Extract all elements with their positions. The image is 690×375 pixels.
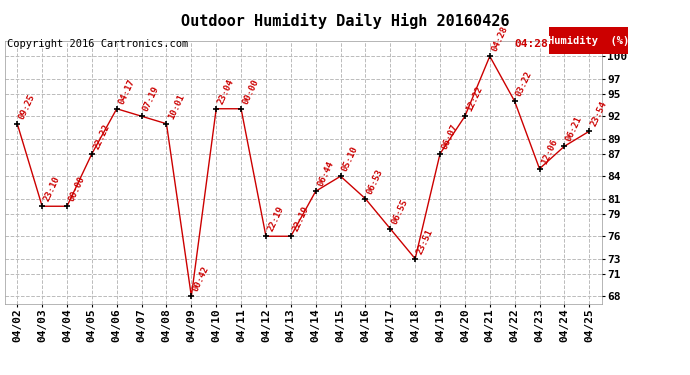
Text: 12:22: 12:22 — [465, 85, 484, 113]
Text: 03:22: 03:22 — [515, 70, 534, 98]
Text: 04:28: 04:28 — [490, 25, 509, 53]
Text: 00:42: 00:42 — [191, 265, 211, 293]
Text: 06:44: 06:44 — [316, 160, 335, 188]
Text: 22:22: 22:22 — [92, 123, 111, 151]
Text: 23:54: 23:54 — [589, 100, 609, 128]
Text: Outdoor Humidity Daily High 20160426: Outdoor Humidity Daily High 20160426 — [181, 13, 509, 29]
Text: 00:00: 00:00 — [67, 175, 86, 203]
Text: Humidity  (%): Humidity (%) — [548, 36, 629, 46]
Text: 09:25: 09:25 — [17, 93, 37, 121]
Text: 10:01: 10:01 — [166, 93, 186, 121]
Text: Copyright 2016 Cartronics.com: Copyright 2016 Cartronics.com — [7, 39, 188, 50]
Text: 06:07: 06:07 — [440, 123, 460, 151]
Text: 05:10: 05:10 — [341, 145, 360, 173]
Text: 06:53: 06:53 — [366, 168, 385, 196]
Text: 06:55: 06:55 — [391, 198, 410, 226]
Text: 22:19: 22:19 — [290, 205, 310, 233]
Text: 22:19: 22:19 — [266, 205, 286, 233]
Text: 23:10: 23:10 — [42, 175, 61, 203]
Text: 12:06: 12:06 — [540, 138, 559, 166]
Text: 23:51: 23:51 — [415, 228, 435, 256]
Text: 04:17: 04:17 — [117, 78, 136, 106]
Text: 00:00: 00:00 — [241, 78, 261, 106]
Text: 23:04: 23:04 — [216, 78, 236, 106]
Text: 07:19: 07:19 — [141, 85, 161, 113]
Text: 06:21: 06:21 — [564, 115, 584, 143]
Text: 04:28: 04:28 — [514, 39, 548, 50]
